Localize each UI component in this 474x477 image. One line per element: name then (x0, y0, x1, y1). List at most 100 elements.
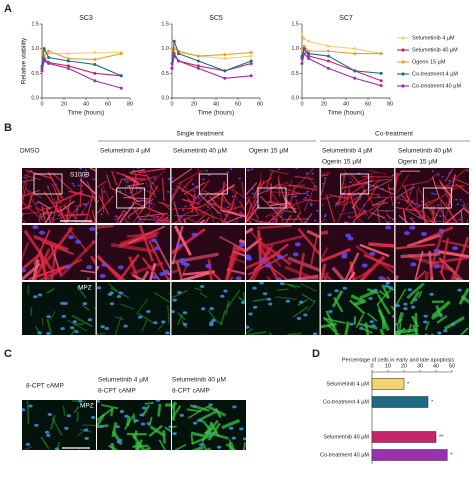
nucleus (442, 214, 445, 217)
nucleus (73, 184, 76, 187)
fiber (338, 211, 356, 216)
nucleus (44, 430, 50, 434)
fiber (173, 201, 182, 223)
process (71, 314, 93, 328)
process (204, 333, 207, 335)
nucleus (181, 209, 185, 211)
process (424, 321, 430, 331)
fiber (395, 169, 405, 181)
process (191, 445, 205, 450)
nucleus (226, 171, 230, 174)
data-point (93, 51, 97, 55)
data-point (353, 76, 357, 80)
nucleus (179, 216, 182, 218)
nucleus (23, 176, 26, 179)
process (402, 333, 415, 335)
nucleus (349, 322, 354, 326)
data-point (249, 54, 253, 58)
fiber (246, 227, 254, 235)
nucleus (155, 400, 161, 402)
process (96, 333, 106, 335)
data-point (249, 51, 253, 55)
fiber (363, 253, 395, 269)
process (378, 290, 390, 299)
nucleus (198, 443, 204, 447)
process (120, 303, 135, 310)
nucleus (369, 251, 376, 256)
fiber (219, 206, 223, 223)
micrograph-bg (171, 282, 245, 335)
nucleus (61, 314, 67, 318)
nucleus (229, 168, 233, 171)
fiber (462, 200, 470, 215)
process (327, 324, 341, 335)
nucleus (385, 282, 390, 285)
fiber (116, 210, 124, 223)
fiber (89, 255, 96, 266)
process (389, 287, 395, 291)
fiber (173, 216, 184, 223)
fiber (342, 180, 374, 189)
nucleus (310, 202, 313, 205)
process (246, 327, 254, 335)
nucleus (248, 169, 251, 172)
fiber (219, 181, 226, 211)
nucleus (266, 297, 272, 301)
process (172, 401, 178, 410)
fiber (111, 170, 118, 186)
nucleus (137, 315, 143, 319)
nucleus (100, 325, 105, 329)
fiber (347, 271, 356, 280)
nucleus (322, 182, 325, 185)
nucleus (392, 314, 395, 318)
nucleus (294, 195, 298, 197)
x-tick-label: 0 (40, 101, 43, 107)
micrograph (320, 168, 395, 223)
nucleus (146, 422, 151, 426)
fiber (191, 193, 196, 213)
nucleus (123, 324, 128, 328)
fiber (118, 233, 158, 248)
process (76, 286, 87, 299)
nucleus (182, 311, 188, 315)
nucleus (438, 228, 445, 233)
fiber (198, 192, 221, 214)
nucleus (226, 206, 230, 209)
process (358, 322, 378, 330)
fiber (417, 185, 433, 216)
legend-label: Selumetinib 40 µM (412, 47, 458, 53)
fiber (228, 255, 245, 264)
process (46, 288, 55, 294)
fiber (118, 253, 140, 280)
fiber (310, 236, 318, 267)
fiber (267, 200, 297, 210)
column-label: Selumetinib 40 µM (172, 377, 226, 384)
fiber (249, 199, 259, 216)
data-point (93, 71, 97, 75)
nucleus (54, 183, 58, 186)
data-point (172, 52, 176, 56)
fiber (176, 169, 204, 185)
process (158, 439, 167, 450)
nucleus (327, 293, 332, 297)
fiber (467, 202, 470, 220)
nucleus (436, 204, 440, 207)
process (348, 299, 366, 315)
process (220, 310, 226, 326)
fiber (22, 212, 24, 219)
fiber (285, 179, 293, 207)
significance: * (407, 381, 410, 387)
nucleus (342, 286, 348, 290)
process (177, 314, 183, 325)
x-tick-label: 20 (401, 363, 407, 369)
process (325, 310, 338, 333)
x-tick-label: 40 (433, 363, 439, 369)
fiber (148, 239, 170, 280)
legend-label: Selumetinib 4 µM (412, 35, 455, 41)
data-point (300, 32, 304, 36)
data-point (223, 53, 227, 57)
process (436, 314, 448, 324)
row-label: MPZ (78, 285, 92, 292)
y-tick-label: 0.0 (161, 95, 169, 101)
process (157, 403, 162, 417)
